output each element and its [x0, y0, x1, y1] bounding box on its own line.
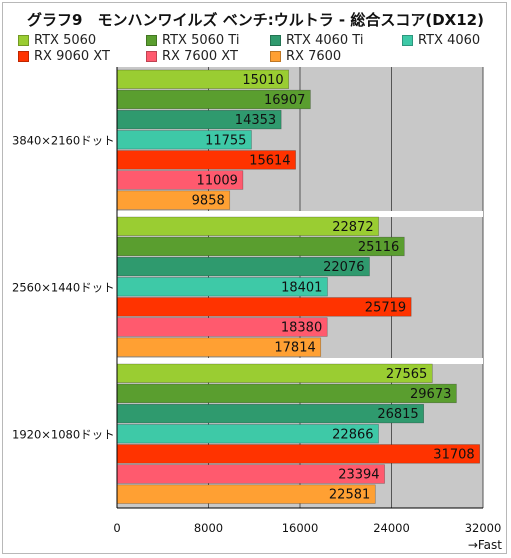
bar	[116, 383, 457, 404]
legend-item: RTX 5060	[18, 32, 96, 48]
data-label: 14353	[235, 113, 276, 128]
x-tick-label: 0	[113, 521, 120, 535]
data-label: 11755	[205, 133, 246, 148]
legend-swatch	[270, 34, 281, 46]
data-label: 22872	[332, 220, 373, 235]
data-label: 9858	[192, 194, 225, 209]
category-label: 1920×1080ドット	[12, 428, 115, 442]
category-label: 2560×1440ドット	[12, 281, 115, 295]
data-label: 31708	[433, 447, 474, 462]
legend-swatch	[146, 34, 157, 46]
group-separator	[117, 358, 483, 364]
legend-item: RTX 4060 Ti	[270, 32, 363, 48]
legend-swatch	[146, 50, 157, 62]
data-label: 18380	[281, 321, 322, 336]
legend-swatch	[18, 50, 29, 62]
data-label: 17814	[274, 341, 315, 356]
legend-label: RX 7600 XT	[162, 48, 238, 64]
data-label: 27565	[386, 367, 427, 382]
legend-item: RX 9060 XT	[18, 48, 110, 64]
legend-label: RTX 5060 Ti	[162, 32, 240, 48]
data-label: 26815	[377, 407, 418, 422]
x-tick-label: 24000	[373, 521, 410, 535]
data-label: 15010	[242, 73, 283, 88]
legend-label: RTX 5060	[34, 32, 97, 48]
legend-label: RTX 4060 Ti	[286, 32, 364, 48]
category-label: 3840×2160ドット	[12, 134, 115, 148]
data-label: 25116	[358, 240, 399, 255]
legend-item: RX 7600 XT	[146, 48, 238, 64]
data-label: 25719	[365, 300, 406, 315]
data-label: 11009	[197, 174, 238, 189]
x-tick-label: 8000	[194, 521, 223, 535]
legend-label: RTX 4060	[418, 32, 481, 48]
legend-item: RX 7600	[270, 48, 341, 64]
data-label: 18401	[281, 280, 322, 295]
legend-swatch	[270, 50, 281, 62]
group-separator	[117, 211, 483, 217]
chart-title: グラフ9 モンハンワイルズ ベンチ:ウルトラ - 総合スコア(DX12)	[27, 11, 484, 29]
data-label: 16907	[264, 93, 305, 108]
legend-label: RX 7600	[286, 48, 342, 64]
data-label: 22076	[323, 260, 364, 275]
x-tick-label: 16000	[282, 521, 319, 535]
data-label: 22581	[329, 488, 370, 503]
bar	[116, 444, 480, 464]
data-label: 23394	[338, 468, 379, 483]
x-axis-label: →Fast	[468, 538, 502, 552]
x-tick-label: 32000	[465, 521, 502, 535]
data-label: 15614	[249, 153, 290, 168]
data-label: 22866	[332, 427, 373, 442]
legend-swatch	[18, 34, 29, 46]
legend-label: RX 9060 XT	[34, 48, 110, 64]
legend-item: RTX 4060	[402, 32, 480, 48]
legend-swatch	[402, 34, 413, 46]
data-label: 29673	[410, 387, 451, 402]
legend-item: RTX 5060 Ti	[146, 32, 239, 48]
